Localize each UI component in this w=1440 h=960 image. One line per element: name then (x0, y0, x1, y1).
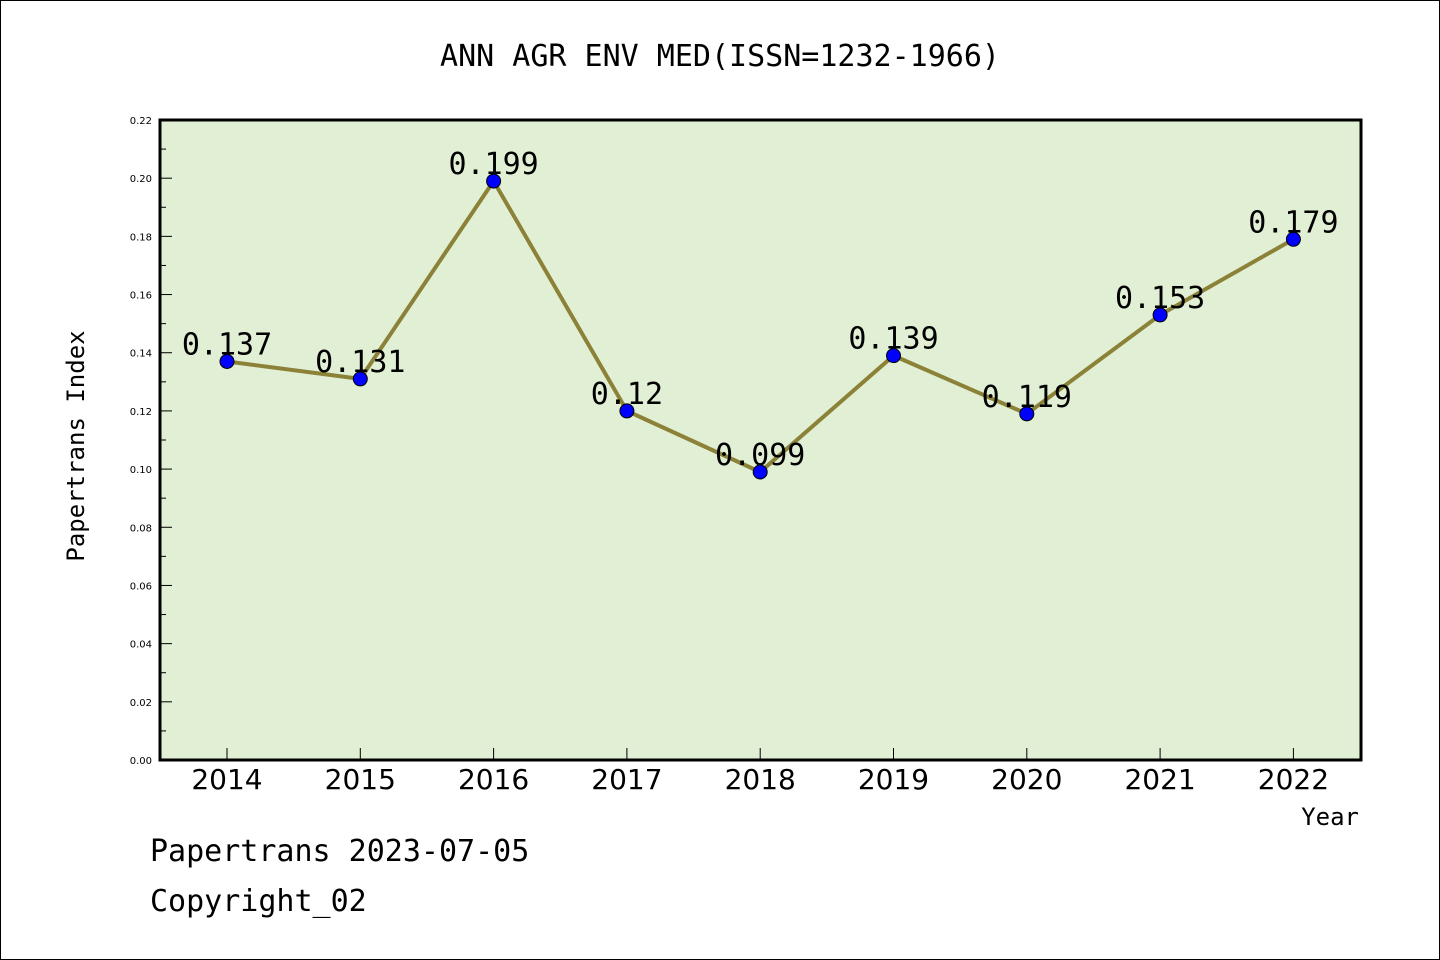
data-labels-layer: 0.137 0.131 0.199 0.12 0.099 0.139 0.119 0.153 0… (182, 147, 1339, 473)
x-tick-label: 2017 (591, 763, 662, 796)
x-tick-label: 2018 (725, 763, 796, 796)
x-tick-label: 2019 (858, 763, 929, 796)
y-tick-label: 0.18 (130, 232, 152, 243)
plot-area (160, 120, 1361, 760)
data-point-marker (752, 464, 768, 480)
x-tick-label: 2020 (991, 763, 1062, 796)
data-value-label: 0.12 (591, 377, 663, 412)
data-point-marker (219, 353, 235, 369)
x-tick-label: 2021 (1124, 763, 1195, 796)
footer-date-text: Papertrans 2023-07-05 (150, 834, 530, 869)
plot-border (158, 118, 1363, 762)
footer-copyright-text: Copyright_02 (150, 884, 367, 919)
y-tick-label: 0.14 (130, 349, 152, 360)
y-axis-label: Papertrans Index (62, 330, 90, 561)
y-tick-label: 0.08 (130, 523, 152, 534)
y-tick-label: 0.00 (130, 756, 152, 767)
data-point-marker (1152, 307, 1168, 323)
data-value-label: 0.137 (182, 327, 272, 362)
data-value-label: 0.153 (1115, 281, 1205, 316)
data-point-marker (352, 371, 368, 387)
data-point-marker (1019, 406, 1035, 422)
y-tick-label: 0.04 (130, 640, 152, 651)
data-point-marker (886, 348, 901, 364)
series-line-layer (219, 173, 1301, 480)
x-axis-label: Year (1301, 803, 1359, 831)
data-value-label: 0.131 (315, 345, 405, 380)
chart-title: ANN AGR ENV MED(ISSN=1232-1966) (440, 39, 1000, 74)
y-tick-label: 0.12 (130, 407, 152, 418)
y-tick-label: 0.06 (130, 581, 152, 592)
data-value-label: 0.179 (1248, 205, 1338, 240)
x-tick-label: 2016 (458, 763, 529, 796)
data-point-marker (1285, 231, 1301, 247)
data-value-label: 0.139 (848, 322, 938, 357)
y-tick-label: 0.10 (130, 465, 152, 476)
x-tick-label: 2014 (191, 763, 262, 796)
data-value-label: 0.199 (448, 147, 538, 182)
data-value-label: 0.099 (715, 438, 805, 473)
data-value-label: 0.119 (982, 380, 1072, 415)
y-tick-label: 0.16 (130, 291, 152, 302)
data-point-marker (486, 173, 502, 189)
x-tick-label: 2022 (1258, 763, 1329, 796)
data-point-marker (619, 403, 635, 419)
y-tick-label: 0.02 (130, 698, 152, 709)
axis-ticks: 0.00 0.02 0.04 0.06 0.08 0.10 0.12 0.14 0.16 0.18… (130, 116, 1329, 796)
y-tick-label: 0.20 (130, 174, 152, 185)
y-tick-label: 0.22 (130, 116, 152, 127)
x-tick-label: 2015 (325, 763, 396, 796)
